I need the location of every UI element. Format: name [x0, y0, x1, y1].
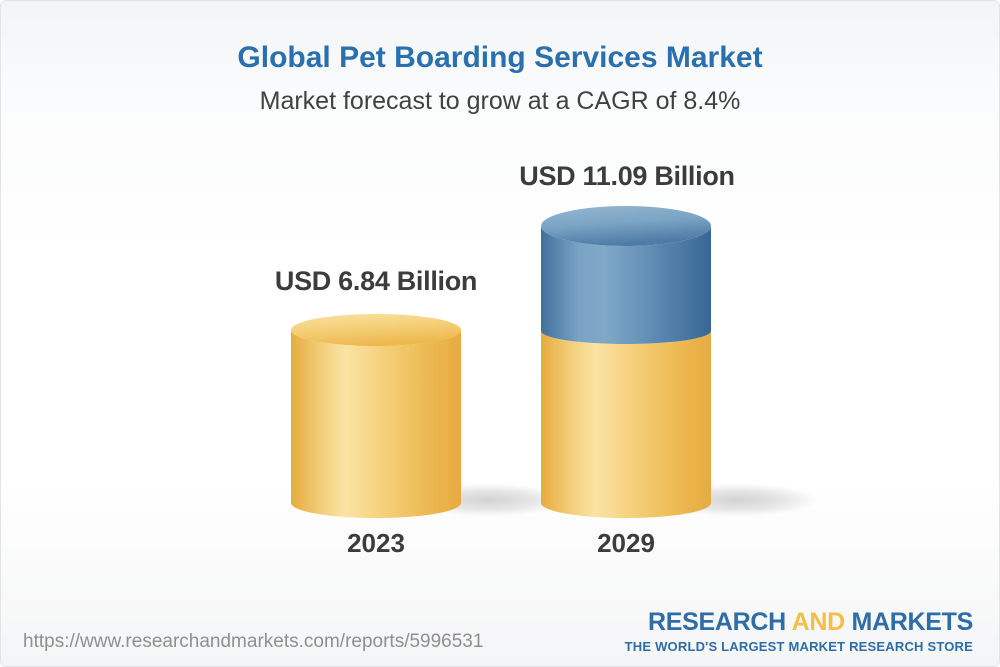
category-label-2023: 2023: [347, 528, 405, 558]
bar-2023-body: [291, 330, 461, 518]
research-and-markets-logo: RESEARCH AND MARKETS THE WORLD'S LARGEST…: [624, 610, 974, 655]
report-url-link[interactable]: https://www.researchandmarkets.com/repor…: [23, 631, 484, 652]
logo-wordmark: RESEARCH AND MARKETS: [625, 610, 973, 635]
logo-tagline: THE WORLD'S LARGEST MARKET RESEARCH STOR…: [624, 639, 973, 654]
logo-word-and: AND: [791, 608, 846, 636]
bar-2029-top: [541, 206, 711, 246]
value-label-2029: USD 11.09 Billion: [519, 161, 735, 191]
bar-2023: [291, 314, 461, 518]
bar-2023-top: [291, 314, 461, 346]
category-label-2029: 2029: [597, 528, 655, 558]
value-label-2023: USD 6.84 Billion: [274, 266, 478, 296]
bar-2029-blue-segment: [541, 226, 711, 344]
logo-word-markets: MARKETS: [851, 608, 973, 636]
bar-2029: [541, 206, 711, 518]
page-title: Global Pet Boarding Services Market: [237, 41, 763, 74]
bar-2029-gold-segment: [541, 331, 711, 518]
logo-word-research: RESEARCH: [647, 608, 786, 636]
page-subtitle: Market forecast to grow at a CAGR of 8.4…: [259, 87, 741, 115]
